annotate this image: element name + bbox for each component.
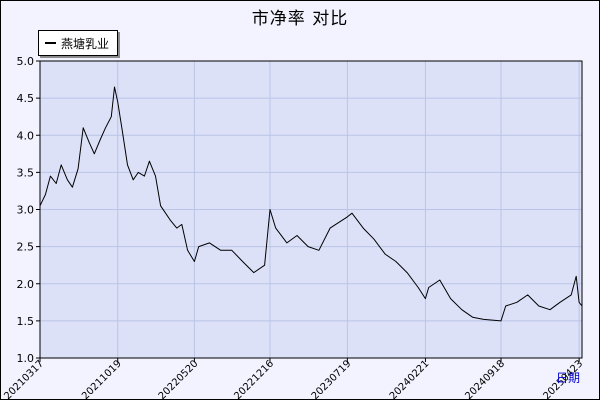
x-axis-label: 日期 bbox=[556, 371, 581, 385]
legend-label: 燕塘乳业 bbox=[61, 36, 110, 51]
x-tick-label: 20221216 bbox=[232, 358, 276, 400]
x-tick-label: 20220520 bbox=[157, 358, 201, 400]
y-tick-label: 1.0 bbox=[17, 352, 35, 365]
x-tick-label: 20211019 bbox=[80, 358, 124, 400]
y-tick-label: 2.5 bbox=[17, 241, 35, 254]
x-tick-label: 20230719 bbox=[310, 358, 354, 400]
x-tick-label: 20240918 bbox=[463, 358, 507, 400]
x-tick-label: 20240221 bbox=[388, 358, 432, 400]
series-line bbox=[39, 86, 583, 322]
y-tick-label: 3.5 bbox=[17, 166, 35, 179]
y-tick-label: 2.0 bbox=[17, 278, 35, 291]
legend-swatch bbox=[45, 42, 56, 44]
y-tick-label: 4.5 bbox=[17, 92, 35, 105]
y-tick-label: 5.0 bbox=[17, 55, 35, 68]
y-tick-label: 3.0 bbox=[17, 204, 35, 217]
y-tick-label: 4.0 bbox=[17, 129, 35, 142]
legend: 燕塘乳业 bbox=[38, 30, 119, 56]
y-tick-label: 1.5 bbox=[17, 315, 35, 328]
chart-title: 市净率 对比 bbox=[251, 9, 349, 29]
plot-border bbox=[39, 60, 583, 359]
